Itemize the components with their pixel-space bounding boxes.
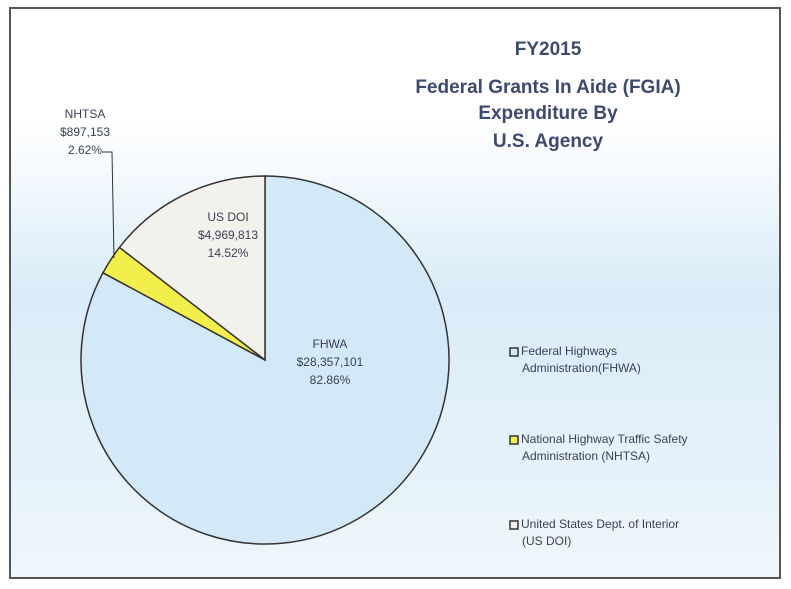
chart-title: Expenditure By	[478, 103, 618, 124]
legend-label: Administration(FHWA)	[522, 361, 641, 375]
legend-label: Administration (NHTSA)	[522, 449, 650, 463]
leader-line	[102, 151, 115, 259]
legend-swatch	[509, 435, 519, 445]
slice-amount: $28,357,101	[297, 355, 364, 369]
slice-label: US DOI	[207, 210, 248, 224]
legend-label: (US DOI)	[522, 534, 571, 548]
slice-percent: 82.86%	[310, 373, 351, 387]
legend-swatch	[509, 520, 519, 530]
pie-slice	[80, 175, 450, 545]
slice-label: NHTSA	[65, 107, 106, 121]
slice-label: FHWA	[313, 337, 348, 351]
slice-percent: 14.52%	[208, 246, 249, 260]
legend-label: Federal Highways	[521, 344, 617, 358]
chart-title: Federal Grants In Aide (FGIA)	[415, 77, 680, 98]
chart-title: U.S. Agency	[493, 131, 604, 152]
slice-amount: $897,153	[60, 125, 110, 139]
chart-title: FY2015	[515, 39, 582, 60]
pie-slice	[118, 175, 266, 362]
legend-label: National Highway Traffic Safety	[521, 432, 688, 446]
slice-amount: $4,969,813	[198, 228, 258, 242]
legend-swatch	[509, 347, 519, 357]
legend-label: United States Dept. of Interior	[521, 517, 679, 531]
slice-percent: 2.62%	[68, 143, 102, 157]
